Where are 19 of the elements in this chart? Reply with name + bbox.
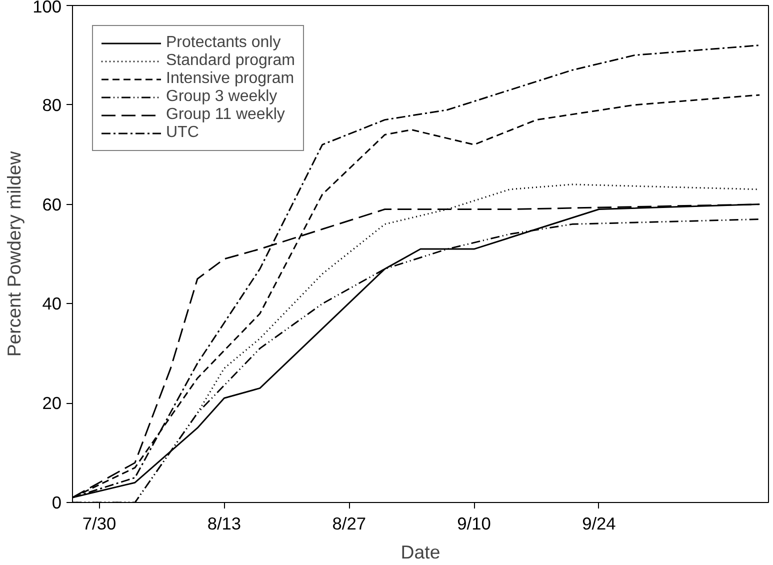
legend-label: Standard program: [166, 52, 295, 70]
y-tick-label: 60: [42, 194, 62, 214]
legend-label: Group 11 weekly: [166, 106, 285, 124]
x-axis-title: Date: [400, 542, 440, 562]
legend-label: Group 3 weekly: [166, 88, 278, 106]
x-tick-label: 9/24: [582, 514, 616, 534]
y-axis-title: Percent Powdery mildew: [4, 150, 25, 357]
legend-label: Intensive program: [166, 70, 294, 88]
y-tick-label: 40: [42, 294, 62, 314]
y-tick-label: 0: [52, 492, 62, 512]
legend-label: Protectants only: [166, 34, 281, 52]
legend-label: UTC: [166, 124, 199, 142]
x-tick-label: 8/13: [207, 514, 242, 534]
x-tick-label: 9/10: [457, 514, 491, 534]
x-tick-label: 8/27: [332, 514, 366, 534]
y-tick-label: 80: [42, 94, 62, 115]
y-tick-label: 20: [42, 393, 62, 414]
x-tick-label: 7/30: [82, 514, 116, 534]
y-tick-label: 100: [32, 0, 62, 16]
